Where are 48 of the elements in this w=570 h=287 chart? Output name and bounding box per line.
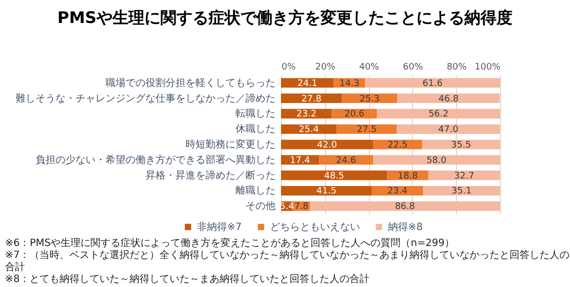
y-tick-label: 負担の少ない・希望の働き方ができる部署へ異動した <box>36 154 276 166</box>
y-tick-label: その他 <box>246 200 276 212</box>
x-tick-label: 0% <box>282 62 296 72</box>
x-tick-label: 100% <box>474 62 501 72</box>
legend-label: 納得※8 <box>388 221 423 233</box>
data-label: 47.0 <box>438 125 459 136</box>
data-label: 24.1 <box>297 78 318 89</box>
legend-label: 非納得※7 <box>197 221 242 233</box>
data-label: 14.3 <box>339 78 360 89</box>
y-tick-label: 休職した <box>236 123 276 136</box>
data-label: 48.5 <box>324 171 344 182</box>
data-label: 24.6 <box>336 156 356 166</box>
x-tick-label: 80% <box>446 62 468 72</box>
legend-label: どちらともいえない <box>270 222 360 233</box>
x-tick-label: 60% <box>402 62 424 72</box>
data-label: 27.8 <box>301 94 322 104</box>
chart-title: PMSや生理に関する症状で働き方を変更したことによる納得度 <box>56 7 514 29</box>
y-tick-label: 職場での役割分担を軽くしてもらった <box>106 76 276 89</box>
data-label: 61.6 <box>422 78 443 89</box>
data-label: 17.4 <box>290 156 310 166</box>
y-tick-label: 難しそうな・チャレンジングな仕事をしなかった／諦めた <box>16 92 276 104</box>
y-tick-label: 転職した <box>236 108 276 120</box>
x-tick-label: 20% <box>315 62 336 72</box>
text: ※8：とても納得していた～納得していた～まあ納得していたと回答した人の合計 <box>5 274 371 286</box>
y-tick-label: 離職した <box>236 184 276 197</box>
data-label: 22.5 <box>388 140 408 150</box>
data-label: 35.5 <box>451 140 472 150</box>
data-label: 23.4 <box>387 186 408 197</box>
x-tick-label: 40% <box>359 62 380 72</box>
data-label: 7.8 <box>294 202 309 212</box>
y-tick-label: 時短勤務に変更した <box>186 138 276 150</box>
text: ※7：（当時、ベストな選択だと）全く納得していなかった～納得していなかった～あまり納得していなかったと回答した人の合計 <box>5 250 570 274</box>
data-label: 23.2 <box>296 110 316 120</box>
text: ※6：PMSや生理に関する症状によって働き方を変えたことがあると回答した人への質問（n=299） <box>5 238 456 250</box>
data-label: 32.7 <box>454 171 474 182</box>
y-tick-label: 昇格・昇進を諦めた／断った <box>146 169 276 182</box>
data-label: 42.0 <box>316 140 338 150</box>
data-label: 20.6 <box>344 110 365 120</box>
data-label: 86.8 <box>394 202 416 212</box>
data-label: 18.8 <box>398 171 418 182</box>
data-label: 27.5 <box>356 125 377 136</box>
data-label: 25.3 <box>360 94 380 104</box>
data-label: 35.1 <box>452 186 472 197</box>
data-label: 41.5 <box>316 186 336 197</box>
data-label: 58.0 <box>426 156 447 166</box>
data-label: 46.8 <box>438 94 459 104</box>
data-label: 56.2 <box>428 110 448 120</box>
data-label: 25.4 <box>298 125 320 136</box>
